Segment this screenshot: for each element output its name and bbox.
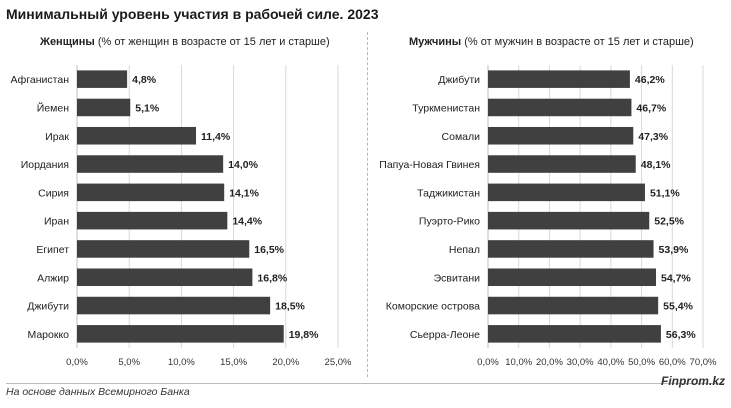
women-subtitle: Женщины (% от женщин в возрасте от 15 ле… <box>40 36 330 48</box>
men-category-label: Непал <box>449 244 480 256</box>
men-category-label: Сьерра-Леоне <box>410 329 480 341</box>
men-tick-label: 40,0% <box>597 357 624 368</box>
women-tick-label: 5,0% <box>118 357 140 368</box>
women-category-label: Алжир <box>37 272 69 284</box>
women-bar <box>77 126 197 145</box>
men-bar <box>488 211 650 230</box>
women-tick-label: 25,0% <box>325 357 352 368</box>
women-category-label: Афганистан <box>11 74 70 86</box>
men-category-label: Пуэрто-Рико <box>419 216 480 228</box>
men-tick-label: 70,0% <box>690 357 717 368</box>
women-tick-label: 20,0% <box>272 357 299 368</box>
source-note: На основе данных Всемирного Банка <box>6 386 190 398</box>
women-category-label: Сирия <box>38 187 69 199</box>
men-tick-label: 20,0% <box>536 357 563 368</box>
brand-logo: Finprom.kz <box>660 374 725 388</box>
men-tick-label: 60,0% <box>659 357 686 368</box>
women-bar <box>77 240 250 258</box>
men-bar <box>488 98 632 117</box>
men-bar <box>488 155 636 173</box>
men-category-label: Эсвитани <box>434 272 481 284</box>
women-bar <box>77 296 271 315</box>
men-value-label: 46,7% <box>636 102 666 114</box>
men-value-label: 51,1% <box>650 187 680 199</box>
women-tick-label: 0,0% <box>66 357 88 368</box>
men-bar <box>488 325 661 343</box>
women-tick-label: 15,0% <box>220 357 247 368</box>
men-value-label: 48,1% <box>641 159 671 171</box>
women-value-label: 16,5% <box>254 244 284 256</box>
women-bar <box>77 325 284 343</box>
women-bar <box>77 268 253 287</box>
women-bar <box>77 183 225 202</box>
men-category-label: Джибути <box>438 74 480 86</box>
men-bar <box>488 70 630 88</box>
men-subtitle-bold: Мужчины <box>409 36 462 48</box>
men-category-label: Таджикистан <box>417 187 480 199</box>
women-tick-label: 10,0% <box>168 357 195 368</box>
men-value-label: 55,4% <box>663 301 693 313</box>
men-tick-label: 50,0% <box>628 357 655 368</box>
women-value-label: 14,1% <box>229 187 259 199</box>
women-category-label: Иордания <box>21 159 69 171</box>
women-value-label: 5,1% <box>135 102 160 114</box>
men-category-label: Папуа-Новая Гвинея <box>379 159 480 171</box>
men-tick-label: 30,0% <box>567 357 594 368</box>
women-category-label: Йемен <box>37 101 69 114</box>
women-subtitle-rest: (% от женщин в возрасте от 15 лет и стар… <box>94 36 330 48</box>
men-bar <box>488 126 634 145</box>
men-value-label: 54,7% <box>661 272 691 284</box>
women-subtitle-bold: Женщины <box>40 36 95 48</box>
men-category-label: Сомали <box>442 131 481 143</box>
men-bar <box>488 240 654 258</box>
men-category-label: Туркменистан <box>412 102 480 114</box>
women-category-label: Ирак <box>45 131 69 143</box>
women-bar <box>77 155 224 173</box>
men-value-label: 53,9% <box>659 244 689 256</box>
men-value-label: 52,5% <box>654 216 684 228</box>
men-subtitle: Мужчины (% от мужчин в возрасте от 15 ле… <box>409 36 694 48</box>
men-value-label: 47,3% <box>638 131 668 143</box>
women-value-label: 19,8% <box>289 329 319 341</box>
men-tick-label: 10,0% <box>505 357 532 368</box>
women-value-label: 11,4% <box>201 131 231 143</box>
men-bar <box>488 183 645 202</box>
women-value-label: 4,8% <box>132 74 157 86</box>
women-value-label: 14,4% <box>232 216 262 228</box>
men-value-label: 46,2% <box>635 74 665 86</box>
women-category-label: Марокко <box>27 329 69 341</box>
men-bar <box>488 296 659 315</box>
men-subtitle-rest: (% от мужчин в возрасте от 15 лет и стар… <box>461 36 694 48</box>
men-bar <box>488 268 657 287</box>
women-value-label: 18,5% <box>275 301 305 313</box>
men-value-label: 56,3% <box>666 329 696 341</box>
women-bar <box>77 98 131 117</box>
women-category-label: Иран <box>44 216 69 228</box>
panel-divider <box>367 32 368 377</box>
chart-title: Минимальный уровень участия в рабочей си… <box>6 6 379 22</box>
women-category-label: Джибути <box>27 301 69 313</box>
men-category-label: Коморские острова <box>386 301 480 313</box>
women-bar <box>77 211 228 230</box>
women-value-label: 16,8% <box>257 272 287 284</box>
women-bar <box>77 70 128 88</box>
men-tick-label: 0,0% <box>477 357 499 368</box>
women-category-label: Египет <box>36 244 69 256</box>
footer-rule <box>6 383 725 384</box>
women-value-label: 14,0% <box>228 159 258 171</box>
